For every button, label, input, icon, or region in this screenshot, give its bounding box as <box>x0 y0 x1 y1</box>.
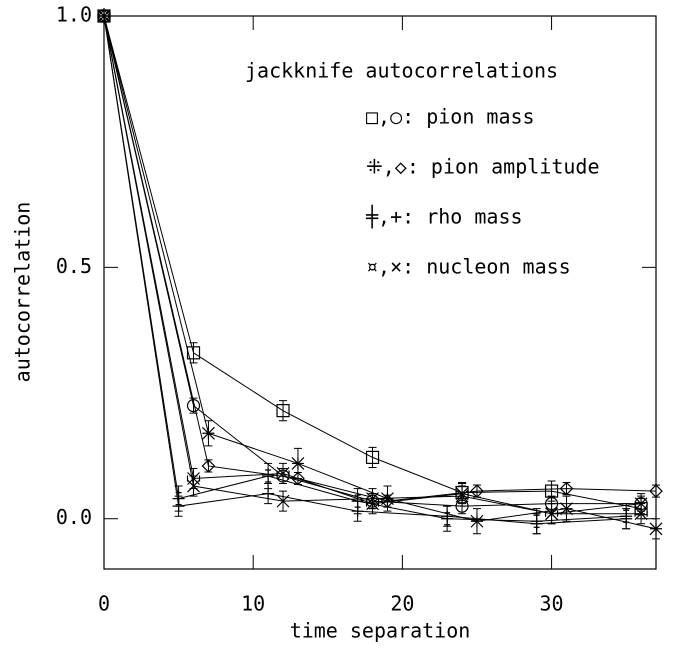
y-axis-label: autocorrelation <box>11 202 35 383</box>
series <box>97 9 663 508</box>
data-marker <box>276 494 290 508</box>
y-tick-label: 0.0 <box>56 505 92 529</box>
data-marker <box>276 467 290 480</box>
data-marker <box>649 522 663 536</box>
data-marker <box>351 505 364 518</box>
data-marker <box>470 514 484 528</box>
x-axis-label: time separation <box>290 619 471 643</box>
data-marker <box>97 9 111 23</box>
data-marker <box>276 404 290 418</box>
data-marker <box>545 507 558 521</box>
data-marker <box>291 457 305 470</box>
data-marker <box>455 489 469 503</box>
data-marker <box>620 512 633 525</box>
plot-frame <box>103 15 657 570</box>
data-marker <box>441 510 454 523</box>
data-marker <box>262 467 275 484</box>
error-bar <box>368 446 377 468</box>
legend-entry: ⁜,◇: pion amplitude <box>366 155 600 179</box>
data-marker <box>365 450 380 464</box>
x-tick-label: 20 <box>390 592 414 616</box>
data-marker <box>187 479 200 493</box>
y-tick-label: 0.5 <box>56 254 92 278</box>
data-marker <box>262 487 275 500</box>
legend-entry: ¤,×: nucleon mass <box>366 255 571 279</box>
error-bar <box>189 342 198 364</box>
legend-entry: □,○: pion mass <box>366 105 535 129</box>
y-tick-label: 1.0 <box>56 3 92 27</box>
x-tick-label: 0 <box>98 592 110 616</box>
x-tick-label: 10 <box>241 592 265 616</box>
data-marker <box>201 459 216 473</box>
series <box>97 9 648 525</box>
data-marker <box>366 492 379 506</box>
data-marker <box>202 426 215 440</box>
data-marker <box>560 502 573 516</box>
data-marker <box>649 484 663 498</box>
legend-entry: ╪,+: rho mass <box>365 205 523 229</box>
error-bar <box>279 400 288 422</box>
data-marker <box>186 346 201 360</box>
data-marker <box>530 517 543 530</box>
x-tick-label: 30 <box>540 592 564 616</box>
data-marker <box>172 500 185 513</box>
data-marker <box>634 497 648 511</box>
legend-title: jackknife autocorrelations <box>245 59 558 83</box>
data-marker <box>559 481 574 496</box>
